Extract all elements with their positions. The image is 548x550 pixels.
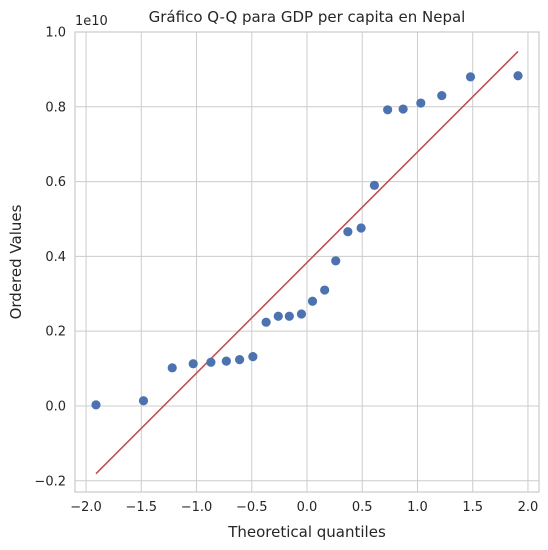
x-tick-label: −1.0 (181, 500, 213, 515)
data-point (91, 400, 101, 410)
data-point (235, 355, 245, 365)
y-tick-label: 0.0 (45, 399, 66, 414)
plot-frame (74, 31, 540, 493)
x-tick-label: −1.5 (125, 500, 157, 515)
y-tick-labels: −0.2 0.0 0.2 0.4 0.6 0.8 1.0 (34, 26, 66, 490)
x-tick-label: 1.0 (407, 500, 428, 515)
y-offset-label: 1e10 (75, 14, 108, 29)
x-tick-label: −2.0 (70, 500, 102, 515)
y-tick-label: 1.0 (45, 26, 66, 41)
reference-line-layer (95, 50, 519, 475)
data-point (437, 90, 447, 101)
y-tick-label: 0.6 (45, 175, 66, 190)
data-point (513, 71, 523, 81)
x-tick-label: 1.5 (462, 500, 483, 515)
y-axis-label: Ordered Values (7, 204, 25, 319)
data-point (221, 356, 231, 366)
x-tick-label: −0.5 (236, 500, 268, 515)
data-point (188, 359, 198, 369)
x-tick-labels: −2.0 −1.5 −1.0 −0.5 0.0 0.5 1.0 1.5 2.0 (70, 500, 538, 515)
data-point (273, 311, 283, 321)
data-point (398, 104, 408, 114)
data-point (307, 296, 318, 306)
data-point (248, 352, 258, 362)
data-point (138, 396, 149, 406)
x-tick-label: 0.0 (297, 500, 318, 515)
data-point (416, 98, 426, 108)
points-layer (91, 71, 523, 410)
chart-title: Gráfico Q-Q para GDP per capita en Nepal (149, 8, 466, 26)
data-point (206, 357, 216, 367)
data-point (261, 317, 271, 327)
y-tick-label: 0.2 (45, 325, 66, 340)
data-point (320, 285, 330, 295)
data-point (343, 227, 353, 237)
y-tick-label: 0.4 (45, 250, 66, 265)
y-tick-label: −0.2 (34, 474, 66, 489)
x-tick-label: 0.5 (352, 500, 373, 515)
data-point (331, 256, 341, 266)
data-point (356, 223, 366, 233)
y-tick-label: 0.8 (45, 100, 66, 115)
data-point (465, 72, 476, 82)
x-tick-label: 2.0 (518, 500, 539, 515)
x-axis-label: Theoretical quantiles (227, 523, 386, 541)
data-point (296, 309, 307, 319)
data-point (167, 363, 177, 373)
data-point (369, 180, 379, 190)
data-point (383, 105, 393, 115)
data-point (284, 311, 294, 321)
reference-line (95, 50, 519, 475)
